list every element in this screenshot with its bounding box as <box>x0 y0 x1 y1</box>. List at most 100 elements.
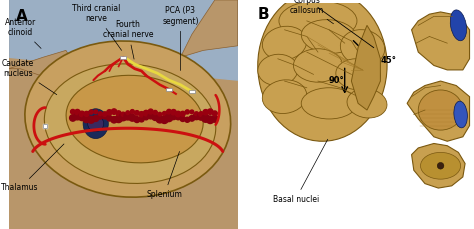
FancyBboxPatch shape <box>251 3 474 226</box>
Circle shape <box>170 113 177 120</box>
Ellipse shape <box>258 54 298 86</box>
Polygon shape <box>407 81 470 141</box>
Circle shape <box>163 112 166 115</box>
Circle shape <box>115 115 122 123</box>
Circle shape <box>180 111 185 116</box>
Bar <box>166 88 172 91</box>
Circle shape <box>70 115 76 121</box>
Circle shape <box>84 111 89 116</box>
Circle shape <box>102 114 108 119</box>
Text: Third cranial
nerve: Third cranial nerve <box>72 4 122 50</box>
Ellipse shape <box>450 10 466 41</box>
Circle shape <box>126 111 129 114</box>
Circle shape <box>107 110 112 115</box>
Circle shape <box>197 113 205 120</box>
Circle shape <box>134 117 140 123</box>
Circle shape <box>185 117 190 122</box>
Text: B: B <box>258 8 269 22</box>
Circle shape <box>199 112 203 116</box>
Polygon shape <box>9 0 237 80</box>
Text: 90°: 90° <box>329 76 345 85</box>
Circle shape <box>135 111 139 115</box>
Circle shape <box>156 116 164 123</box>
Text: Basal nuclei: Basal nuclei <box>273 139 328 204</box>
Circle shape <box>111 117 117 123</box>
Polygon shape <box>181 0 237 57</box>
Circle shape <box>139 112 144 117</box>
Circle shape <box>129 114 136 121</box>
Circle shape <box>88 116 95 123</box>
Circle shape <box>89 110 93 114</box>
Circle shape <box>99 112 102 116</box>
Text: Anterior
clinoid: Anterior clinoid <box>5 18 41 48</box>
Text: Corpus
callosum: Corpus callosum <box>290 0 334 24</box>
Text: Fourth
cranial nerve: Fourth cranial nerve <box>102 20 153 59</box>
Circle shape <box>193 113 200 120</box>
Text: Thalamus: Thalamus <box>1 144 64 192</box>
Text: Splenium: Splenium <box>146 151 182 199</box>
Circle shape <box>98 114 103 119</box>
Circle shape <box>107 115 112 121</box>
Ellipse shape <box>279 1 357 41</box>
Polygon shape <box>411 12 470 70</box>
Circle shape <box>152 114 158 120</box>
Circle shape <box>165 114 173 122</box>
Circle shape <box>71 109 75 114</box>
Circle shape <box>88 116 104 132</box>
Ellipse shape <box>66 75 203 163</box>
Circle shape <box>144 115 149 120</box>
Polygon shape <box>351 25 380 110</box>
Circle shape <box>158 112 162 116</box>
Circle shape <box>202 114 210 122</box>
Circle shape <box>79 111 85 117</box>
Ellipse shape <box>25 41 231 197</box>
Circle shape <box>161 116 168 123</box>
Circle shape <box>153 110 157 114</box>
Polygon shape <box>9 0 77 80</box>
Ellipse shape <box>420 152 461 179</box>
Circle shape <box>143 110 149 116</box>
Ellipse shape <box>336 59 380 90</box>
Circle shape <box>94 110 98 114</box>
Ellipse shape <box>301 88 357 119</box>
Ellipse shape <box>454 101 467 128</box>
Text: 45°: 45° <box>380 56 396 65</box>
Ellipse shape <box>258 0 387 141</box>
Ellipse shape <box>263 26 307 60</box>
Circle shape <box>124 112 132 120</box>
Ellipse shape <box>340 30 385 65</box>
Circle shape <box>83 115 91 123</box>
Circle shape <box>119 113 127 121</box>
Circle shape <box>185 110 190 114</box>
Circle shape <box>139 117 144 122</box>
Circle shape <box>190 110 194 114</box>
Ellipse shape <box>45 64 216 183</box>
Circle shape <box>194 112 199 116</box>
Circle shape <box>207 116 214 123</box>
Ellipse shape <box>301 20 357 53</box>
Circle shape <box>180 116 185 121</box>
Polygon shape <box>411 144 465 188</box>
Circle shape <box>167 109 171 114</box>
Circle shape <box>148 109 153 114</box>
Circle shape <box>175 114 181 120</box>
Ellipse shape <box>83 109 108 139</box>
Circle shape <box>175 111 181 117</box>
Circle shape <box>130 110 134 113</box>
Circle shape <box>148 113 154 119</box>
Circle shape <box>111 109 117 114</box>
Circle shape <box>189 116 195 121</box>
Bar <box>189 90 195 93</box>
Ellipse shape <box>262 80 307 114</box>
Circle shape <box>102 112 107 116</box>
Circle shape <box>121 112 125 116</box>
Text: Caudate
nucleus: Caudate nucleus <box>2 59 57 95</box>
Bar <box>120 56 126 59</box>
Ellipse shape <box>293 49 343 82</box>
Circle shape <box>74 113 81 120</box>
Ellipse shape <box>418 90 463 130</box>
Ellipse shape <box>347 89 387 118</box>
Circle shape <box>203 109 208 115</box>
FancyBboxPatch shape <box>9 0 237 229</box>
Text: PCA (P3
segment): PCA (P3 segment) <box>162 6 199 71</box>
